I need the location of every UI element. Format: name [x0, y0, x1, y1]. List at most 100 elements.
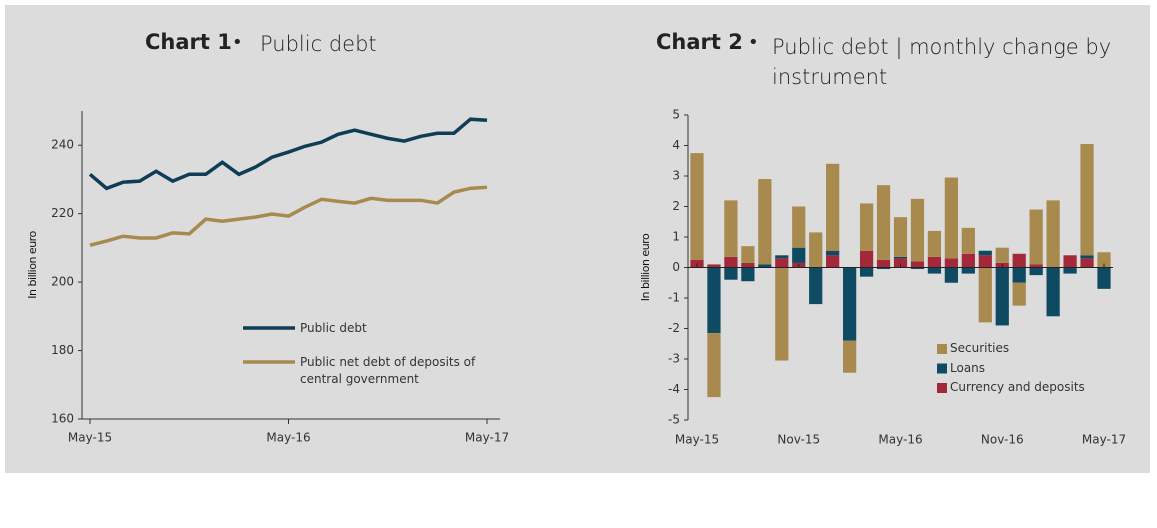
bar-segment	[792, 247, 806, 263]
y-tick-label: 220	[51, 206, 74, 220]
y-tick-label: -5	[668, 413, 680, 427]
legend-label: Public net debt of deposits of central g…	[300, 355, 476, 386]
legend-label: Currency and deposits	[950, 380, 1085, 394]
x-tick-label: May-16	[266, 431, 310, 445]
bar-segment	[707, 333, 721, 398]
bar-segment	[1029, 264, 1043, 268]
bar-segment	[826, 250, 840, 256]
bar-segment	[843, 340, 857, 373]
bar-segment	[775, 267, 789, 361]
bar-segment	[775, 255, 789, 259]
line-series	[88, 117, 488, 191]
bar-segment	[758, 264, 772, 268]
bar-segment	[876, 267, 891, 270]
bar-segment	[1063, 267, 1077, 274]
x-tick-label: Nov-15	[777, 433, 820, 447]
bar-segment	[944, 267, 958, 283]
x-tick-label: May-17	[1082, 433, 1126, 447]
panel-background	[5, 5, 1150, 473]
bar-segment	[1046, 200, 1060, 268]
bar-segment	[927, 256, 942, 268]
bar-segment	[843, 267, 857, 341]
bar-segment	[893, 217, 908, 257]
y-tick-label: 1	[672, 230, 680, 244]
legend-label: Loans	[950, 360, 986, 375]
bar-segment	[1012, 267, 1026, 283]
legend-swatch	[937, 363, 947, 374]
chart-title: Public debt	[260, 32, 377, 56]
bar-segment	[707, 267, 721, 334]
x-tick-label: May-15	[68, 431, 112, 445]
chart-label: Chart 1	[145, 30, 232, 54]
x-tick-label: May-17	[465, 431, 509, 445]
bar-segment	[724, 200, 738, 257]
bar-segment	[826, 255, 840, 268]
bar-segment	[1029, 267, 1043, 276]
bar-segment	[893, 258, 908, 268]
bar-segment	[859, 267, 874, 277]
bar-segment	[944, 177, 958, 259]
bar-segment	[758, 179, 772, 265]
bar-segment	[1012, 253, 1026, 268]
y-tick-label: -3	[668, 352, 680, 366]
bar-segment	[995, 267, 1009, 326]
bar-segment	[961, 253, 975, 268]
legend-label: Securities	[950, 341, 1010, 355]
bar-segment	[978, 267, 992, 323]
bar-segment	[775, 258, 789, 268]
bullet: •	[748, 32, 759, 53]
y-tick-label: -4	[668, 382, 680, 396]
bar-segment	[995, 247, 1009, 263]
bar-segment	[1080, 258, 1094, 268]
bar-segment	[910, 198, 925, 262]
bar-segment	[690, 153, 704, 260]
bar-segment	[1097, 267, 1111, 289]
legend-swatch	[937, 383, 947, 393]
y-tick-label: -1	[668, 291, 680, 305]
y-tick-label: 2	[672, 199, 680, 213]
bar-segment	[1080, 255, 1094, 259]
y-tick-label: 3	[672, 169, 680, 183]
y-tick-label: -2	[668, 321, 680, 335]
bar-segment	[927, 230, 942, 257]
bar-segment	[809, 232, 823, 268]
bullet: •	[232, 32, 243, 53]
bar-segment	[1080, 143, 1094, 256]
bar-segment	[978, 255, 992, 268]
bar-segment	[978, 250, 992, 256]
bar-segment	[910, 261, 925, 268]
bar-segment	[1029, 209, 1043, 265]
bar-segment	[741, 262, 755, 268]
x-tick-label: Nov-16	[981, 433, 1024, 447]
line-series	[89, 185, 488, 247]
y-tick-label: 0	[672, 260, 680, 274]
bar-segment	[927, 267, 942, 274]
bar-segment	[741, 267, 755, 282]
bar-segment	[724, 267, 738, 280]
y-tick-label: 200	[51, 275, 74, 289]
bar-segment	[707, 264, 721, 268]
x-tick-label: May-15	[675, 433, 719, 447]
bar-segment	[893, 256, 908, 259]
chart-title: Public debt | monthly change by instrume…	[772, 35, 1112, 89]
bar-segment	[876, 185, 891, 260]
y-tick-label: 240	[51, 138, 74, 152]
bar-segment	[826, 163, 840, 251]
bar-segment	[859, 203, 874, 251]
bar-segment	[944, 258, 958, 268]
y-tick-label: 5	[672, 108, 680, 122]
chart-label: Chart 2	[656, 30, 743, 54]
bar-segment	[809, 267, 823, 305]
bar-segment	[961, 267, 975, 274]
bar-segment	[961, 227, 975, 254]
legend-label: Public debt	[300, 321, 367, 335]
bar-segment	[741, 246, 755, 263]
bar-segment	[859, 250, 874, 268]
bar-segment	[876, 259, 891, 268]
y-axis-label: In billion euro	[639, 233, 652, 301]
bar-segment	[1046, 267, 1060, 317]
bar-segment	[1012, 282, 1026, 306]
bar-segment	[1097, 252, 1111, 268]
